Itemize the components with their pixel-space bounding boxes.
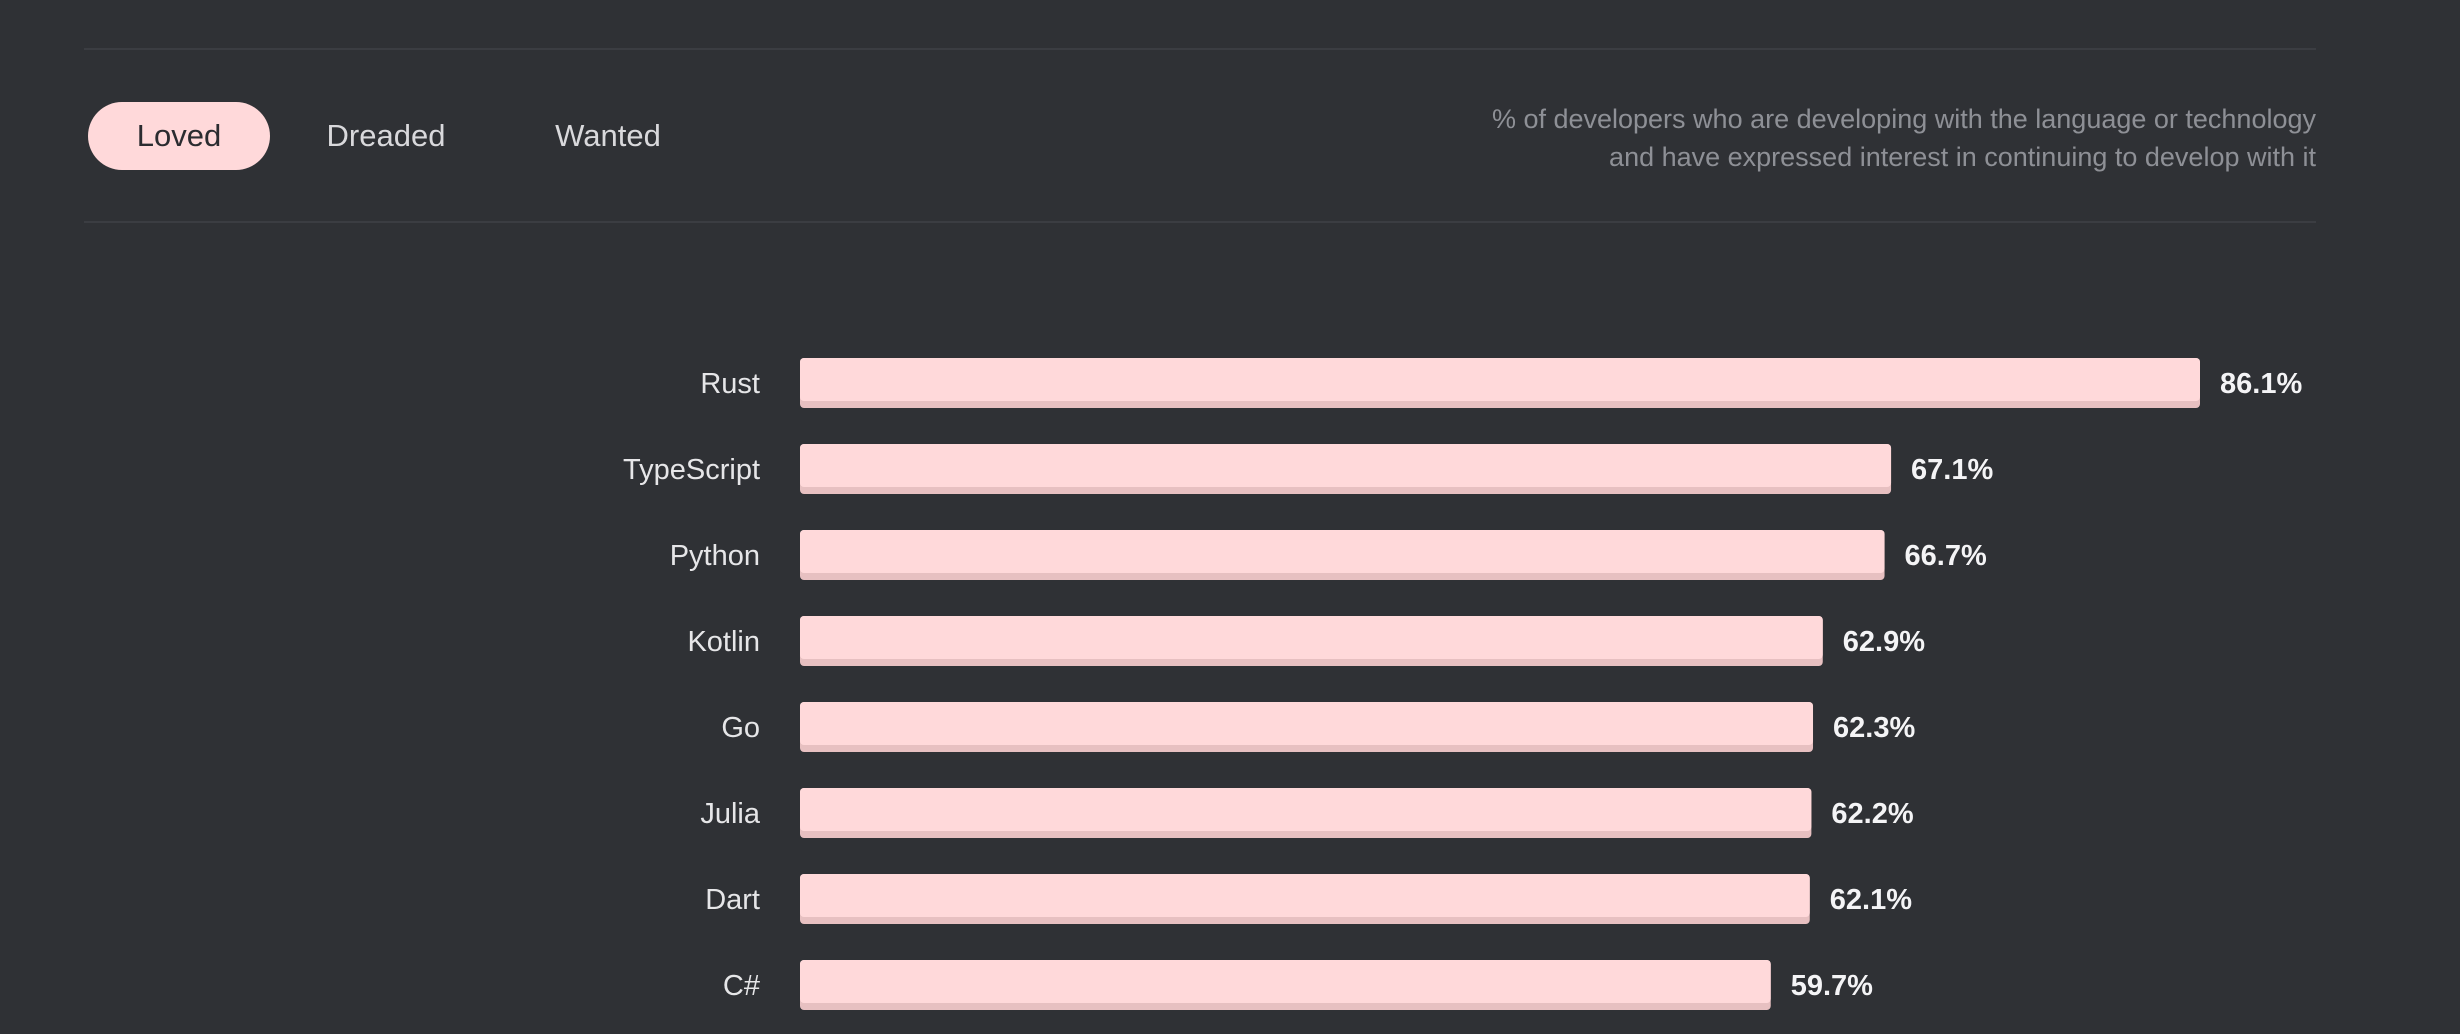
description-line-1: % of developers who are developing with … [1491, 104, 2316, 134]
header-divider [84, 221, 2316, 223]
bar-go[interactable] [800, 702, 1814, 745]
value-label-c: 59.7% [1791, 970, 1873, 1002]
bar-c[interactable] [800, 960, 1771, 1003]
category-label-julia: Julia [700, 798, 761, 830]
bar-typescript[interactable] [800, 444, 1892, 487]
tab-wanted[interactable]: Wanted [502, 102, 714, 170]
category-label-kotlin: Kotlin [687, 626, 760, 658]
tab-dreaded[interactable]: Dreaded [270, 102, 502, 170]
value-label-kotlin: 62.9% [1843, 626, 1925, 658]
category-label-typescript: TypeScript [623, 454, 760, 486]
value-label-python: 66.7% [1905, 540, 1987, 572]
category-label-python: Python [670, 540, 760, 572]
metric-description: % of developers who are developing with … [1492, 100, 2316, 176]
bar-python[interactable] [800, 530, 1885, 573]
category-label-go: Go [721, 712, 760, 744]
value-label-julia: 62.2% [1831, 798, 1913, 830]
category-label-dart: Dart [705, 884, 760, 916]
top-divider [84, 48, 2316, 50]
category-label-c: C# [723, 970, 760, 1002]
value-label-go: 62.3% [1833, 712, 1915, 744]
bar-dart[interactable] [800, 874, 1810, 917]
metric-tabs: Loved Dreaded Wanted [88, 102, 714, 170]
value-label-dart: 62.1% [1830, 884, 1912, 916]
value-label-rust: 86.1% [2220, 368, 2302, 400]
value-label-typescript: 67.1% [1911, 454, 1993, 486]
bar-kotlin[interactable] [800, 616, 1823, 659]
bar-rust[interactable] [800, 358, 2200, 401]
tab-loved[interactable]: Loved [88, 102, 270, 170]
category-label-rust: Rust [700, 368, 760, 400]
description-line-2: and have expressed interest in continuin… [1609, 142, 2316, 172]
bar-julia[interactable] [800, 788, 1812, 831]
